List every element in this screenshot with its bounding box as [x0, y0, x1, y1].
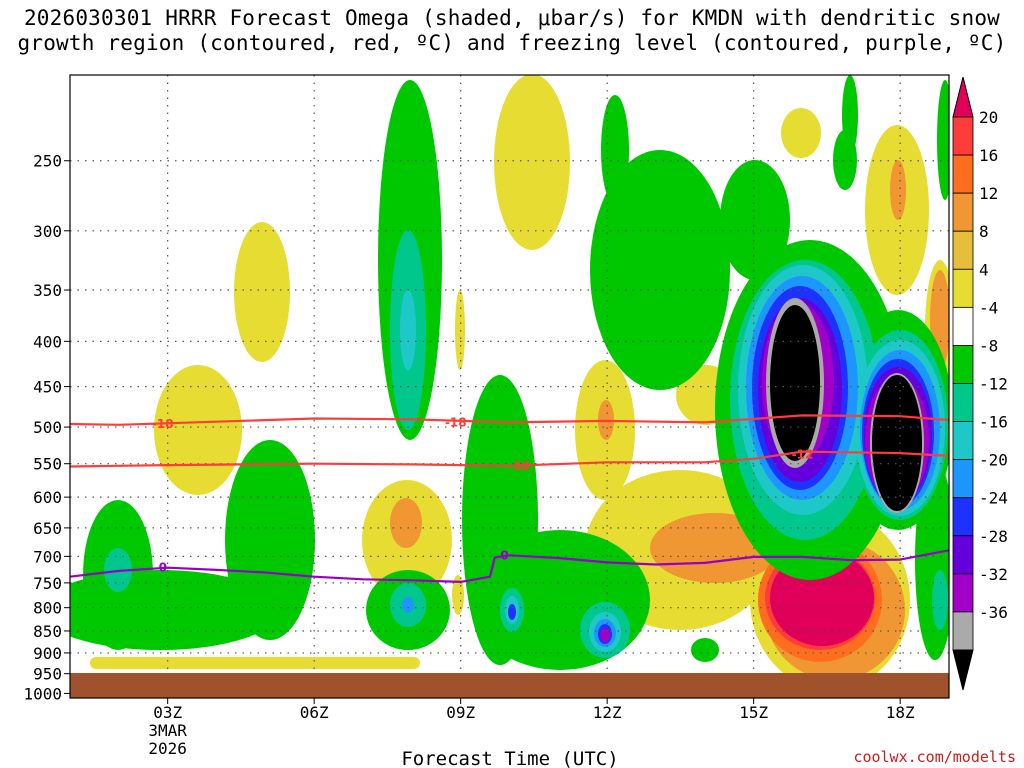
plot-frame [69, 74, 950, 699]
y-axis-pressure-labels: 250 300 350 400 450 500 550 600 650 700 750 800 850 9… [23, 152, 62, 704]
colorbar-swatch [952, 421, 974, 461]
chart-title-line2: growth region (contoured, red, ºC) and f… [17, 31, 1007, 55]
chart-title-line1: 2026030301 HRRR Forecast Omega (shaded, … [23, 6, 1001, 30]
colorbar-swatch [952, 383, 974, 422]
dgz-minus12-line [69, 450, 950, 468]
colorbar-swatch [952, 192, 974, 232]
y-tick-label: 250 [33, 152, 62, 171]
colorbar-label: 8 [979, 222, 989, 241]
x-tick-label: 09Z [446, 703, 475, 722]
colorbar-label: -4 [979, 298, 998, 317]
colorbar: 20 16 12 8 4 -4 -8 -12 -16 -20 -24 -28 -32 -36 [952, 76, 1008, 691]
y-tick-label: 300 [33, 222, 62, 241]
y-tick-label: 650 [33, 519, 62, 538]
dgz-minus18-line [69, 414, 950, 426]
dgz-minus18-label: -18 [445, 415, 467, 429]
y-tick-label: 400 [33, 332, 62, 351]
y-tick-label: 850 [33, 622, 62, 641]
colorbar-label: -32 [979, 565, 1008, 584]
y-tick-label: 750 [33, 574, 62, 593]
x-axis-title: Forecast Time (UTC) [401, 748, 618, 768]
colorbar-swatch [952, 230, 974, 270]
y-tick-label: 450 [33, 378, 62, 397]
y-tick-label: 500 [33, 418, 62, 437]
colorbar-swatch [952, 306, 974, 346]
freezing-level-label: 0 [500, 548, 508, 562]
y-tick-label: 900 [33, 644, 62, 663]
colorbar-label: -36 [979, 603, 1008, 622]
colorbar-label: -12 [979, 375, 1008, 394]
colorbar-label: -20 [979, 451, 1008, 470]
y-tick-label: 700 [33, 547, 62, 566]
colorbar-swatch [952, 268, 974, 308]
freezing-level-line [69, 549, 950, 583]
x-tick-label: 06Z [300, 703, 329, 722]
colorbar-label: -24 [979, 489, 1008, 508]
ground-surface [70, 673, 949, 698]
y-tick-label: 600 [33, 488, 62, 507]
temperature-contours: -18 -18 -12 -12 0 0 [69, 414, 950, 583]
y-tick-label: 350 [33, 281, 62, 300]
colorbar-swatch [952, 116, 974, 156]
dgz-minus12-label: -12 [508, 459, 530, 473]
x-tick-year: 2026 [148, 739, 187, 758]
colorbar-label: 16 [979, 146, 998, 165]
colorbar-swatch [952, 459, 974, 499]
x-tick-label: 15Z [739, 703, 768, 722]
x-tick-label: 18Z [886, 703, 915, 722]
x-tick-label: 12Z [593, 703, 622, 722]
colorbar-label: -8 [979, 336, 998, 355]
colorbar-swatch [952, 345, 974, 384]
y-tick-label: 550 [33, 455, 62, 474]
x-tick-label: 03Z [153, 703, 182, 722]
y-tick-label: 950 [33, 665, 62, 684]
omega-shaded-field [70, 75, 949, 690]
colorbar-swatch [952, 573, 974, 613]
colorbar-label: 4 [979, 260, 989, 279]
colorbar-label: -16 [979, 413, 1008, 432]
omega-negative-36-plus [770, 305, 922, 511]
colorbar-label: 20 [979, 108, 998, 127]
dgz-minus12-label: -12 [792, 448, 814, 462]
colorbar-swatch [952, 497, 974, 537]
colorbar-swatch [952, 611, 974, 651]
colorbar-top-arrow [952, 76, 974, 118]
colorbar-label: 12 [979, 184, 998, 203]
gridlines [64, 75, 949, 704]
x-tick-date: 3MAR [148, 721, 187, 740]
dgz-minus18-label: -18 [152, 417, 174, 431]
y-tick-label: 800 [33, 599, 62, 618]
credit-url[interactable]: coolwx.com/modelts [853, 748, 1016, 766]
freezing-level-label: 0 [159, 561, 167, 575]
colorbar-bottom-arrow [952, 649, 974, 691]
colorbar-swatch [952, 154, 974, 194]
y-tick-label: 1000 [23, 684, 62, 703]
colorbar-swatch [952, 535, 974, 575]
colorbar-label: -28 [979, 527, 1008, 546]
